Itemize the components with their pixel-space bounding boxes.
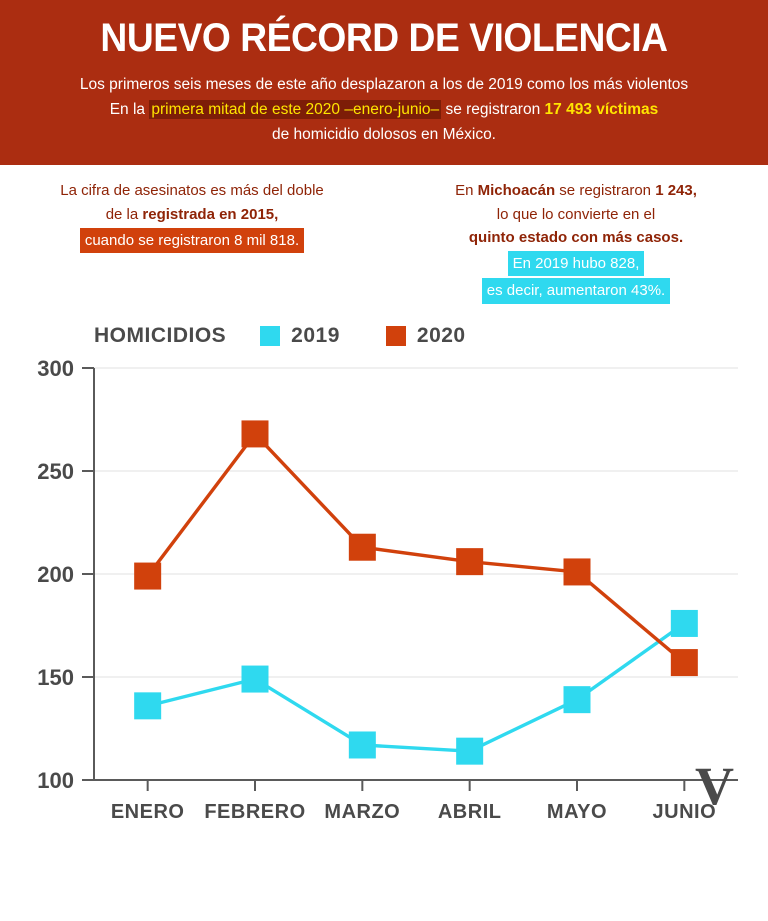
- legend-item-2019[interactable]: 2019: [260, 324, 340, 348]
- header-line-3: de homicidio dolosos en México.: [271, 126, 496, 144]
- x-axis-label: JUNIO: [653, 801, 717, 823]
- callout-left-line2-bold: registrada en 2015,: [142, 205, 279, 223]
- header-banner: NUEVO RÉCORD DE VIOLENCIA Los primeros s…: [0, 0, 768, 166]
- chart-marker-2019-JUNIO[interactable]: [670, 609, 698, 637]
- chart-marker-2020-JUNIO[interactable]: [670, 648, 698, 676]
- y-axis-label: 300: [37, 356, 74, 381]
- chart-legend-title: HOMICIDIOS: [94, 323, 227, 347]
- header-line2-middle: se registraron: [441, 101, 545, 119]
- callout-right-highlight-2: es decir, aumentaron 43%.: [481, 278, 671, 304]
- callout-right-line1-prefix: En: [455, 182, 478, 200]
- header-victim-count: 17 493 víctimas: [544, 101, 659, 119]
- callout-right-highlight-1: En 2019 hubo 828,: [507, 251, 645, 277]
- callout-left-highlight: cuando se registraron 8 mil 818.: [79, 227, 305, 254]
- callout-right-rank: quinto estado con más casos.: [468, 228, 684, 246]
- brand-logo: V: [695, 755, 734, 816]
- legend-label-2020: 2020: [416, 323, 466, 347]
- chart-marker-2019-FEBRERO[interactable]: [241, 665, 269, 693]
- chart-marker-2020-MAYO[interactable]: [563, 558, 591, 586]
- callout-right-line-2: lo que lo convierte en el: [496, 205, 656, 223]
- chart-canvas: 100 150 200 250 300 ENERO FEBRERO MARZO ABRIL MAY…: [37, 356, 738, 823]
- chart-marker-2020-ABRIL[interactable]: [456, 547, 484, 575]
- callout-right-case-count: 1 243,: [655, 182, 697, 200]
- legend-item-2020[interactable]: 2020: [385, 323, 466, 348]
- chart-marker-2020-FEBRERO[interactable]: [241, 419, 269, 447]
- header-line2-prefix: En la: [109, 101, 150, 119]
- x-axis-label: MAYO: [547, 801, 607, 823]
- legend-swatch-2019: [260, 325, 281, 346]
- callout-left-line-2: de la registrada en 2015,: [14, 203, 370, 226]
- x-axis-label: MARZO: [324, 801, 400, 823]
- callout-left-highlight-wrap: cuando se registraron 8 mil 818.: [14, 226, 370, 254]
- callout-right-state-name: Michoacán: [477, 182, 556, 200]
- chart-marker-2019-MAYO[interactable]: [563, 685, 591, 713]
- header-line-2: En la primera mitad de este 2020 –enero-…: [22, 97, 746, 122]
- callout-right-line-3: quinto estado con más casos.: [398, 226, 754, 249]
- y-axis-label: 200: [37, 562, 74, 587]
- page-title: NUEVO RÉCORD DE VIOLENCIA: [100, 16, 668, 60]
- callout-right-highlight-1-wrap: En 2019 hubo 828,: [398, 249, 754, 277]
- chart-marker-2019-ABRIL[interactable]: [456, 737, 484, 765]
- chart-legend: HOMICIDIOS 2019 2020: [0, 308, 768, 354]
- callout-right: En Michoacán se registraron 1 243, lo qu…: [384, 179, 768, 304]
- y-axis-label: 100: [37, 768, 74, 793]
- homicides-line-chart: 100 150 200 250 300 ENERO FEBRERO MARZO ABRIL MAY…: [0, 354, 768, 829]
- callout-left-line2-prefix: de la: [105, 205, 143, 223]
- header-subtitle: Los primeros seis meses de este año desp…: [0, 72, 768, 147]
- legend-swatch-2020: [385, 325, 406, 346]
- callout-row: La cifra de asesinatos es más del doble …: [0, 165, 768, 307]
- callout-right-highlight-2-wrap: es decir, aumentaron 43%.: [398, 276, 754, 304]
- header-line-1: Los primeros seis meses de este año desp…: [79, 76, 689, 93]
- chart-marker-2019-ENERO[interactable]: [134, 691, 162, 719]
- header-highlight-period: primera mitad de este 2020 –enero-junio–: [149, 100, 442, 120]
- x-axis-label: FEBRERO: [204, 801, 305, 823]
- callout-left: La cifra de asesinatos es más del doble …: [0, 179, 384, 303]
- chart-line-2019: [145, 621, 687, 753]
- chart-marker-2020-MARZO[interactable]: [348, 533, 376, 561]
- callout-right-line-1: En Michoacán se registraron 1 243,: [398, 179, 754, 202]
- x-axis-label: ABRIL: [438, 801, 502, 823]
- callout-left-line-1: La cifra de asesinatos es más del doble: [60, 182, 324, 200]
- y-axis-label: 150: [37, 665, 74, 690]
- x-axis-label: ENERO: [111, 801, 185, 823]
- y-axis-label: 250: [37, 459, 74, 484]
- chart-marker-2019-MARZO[interactable]: [348, 731, 376, 759]
- chart-marker-2020-ENERO[interactable]: [134, 562, 162, 590]
- legend-label-2019: 2019: [291, 323, 340, 347]
- callout-right-line1-middle: se registraron: [555, 182, 656, 200]
- chart-line-2020: [145, 431, 687, 664]
